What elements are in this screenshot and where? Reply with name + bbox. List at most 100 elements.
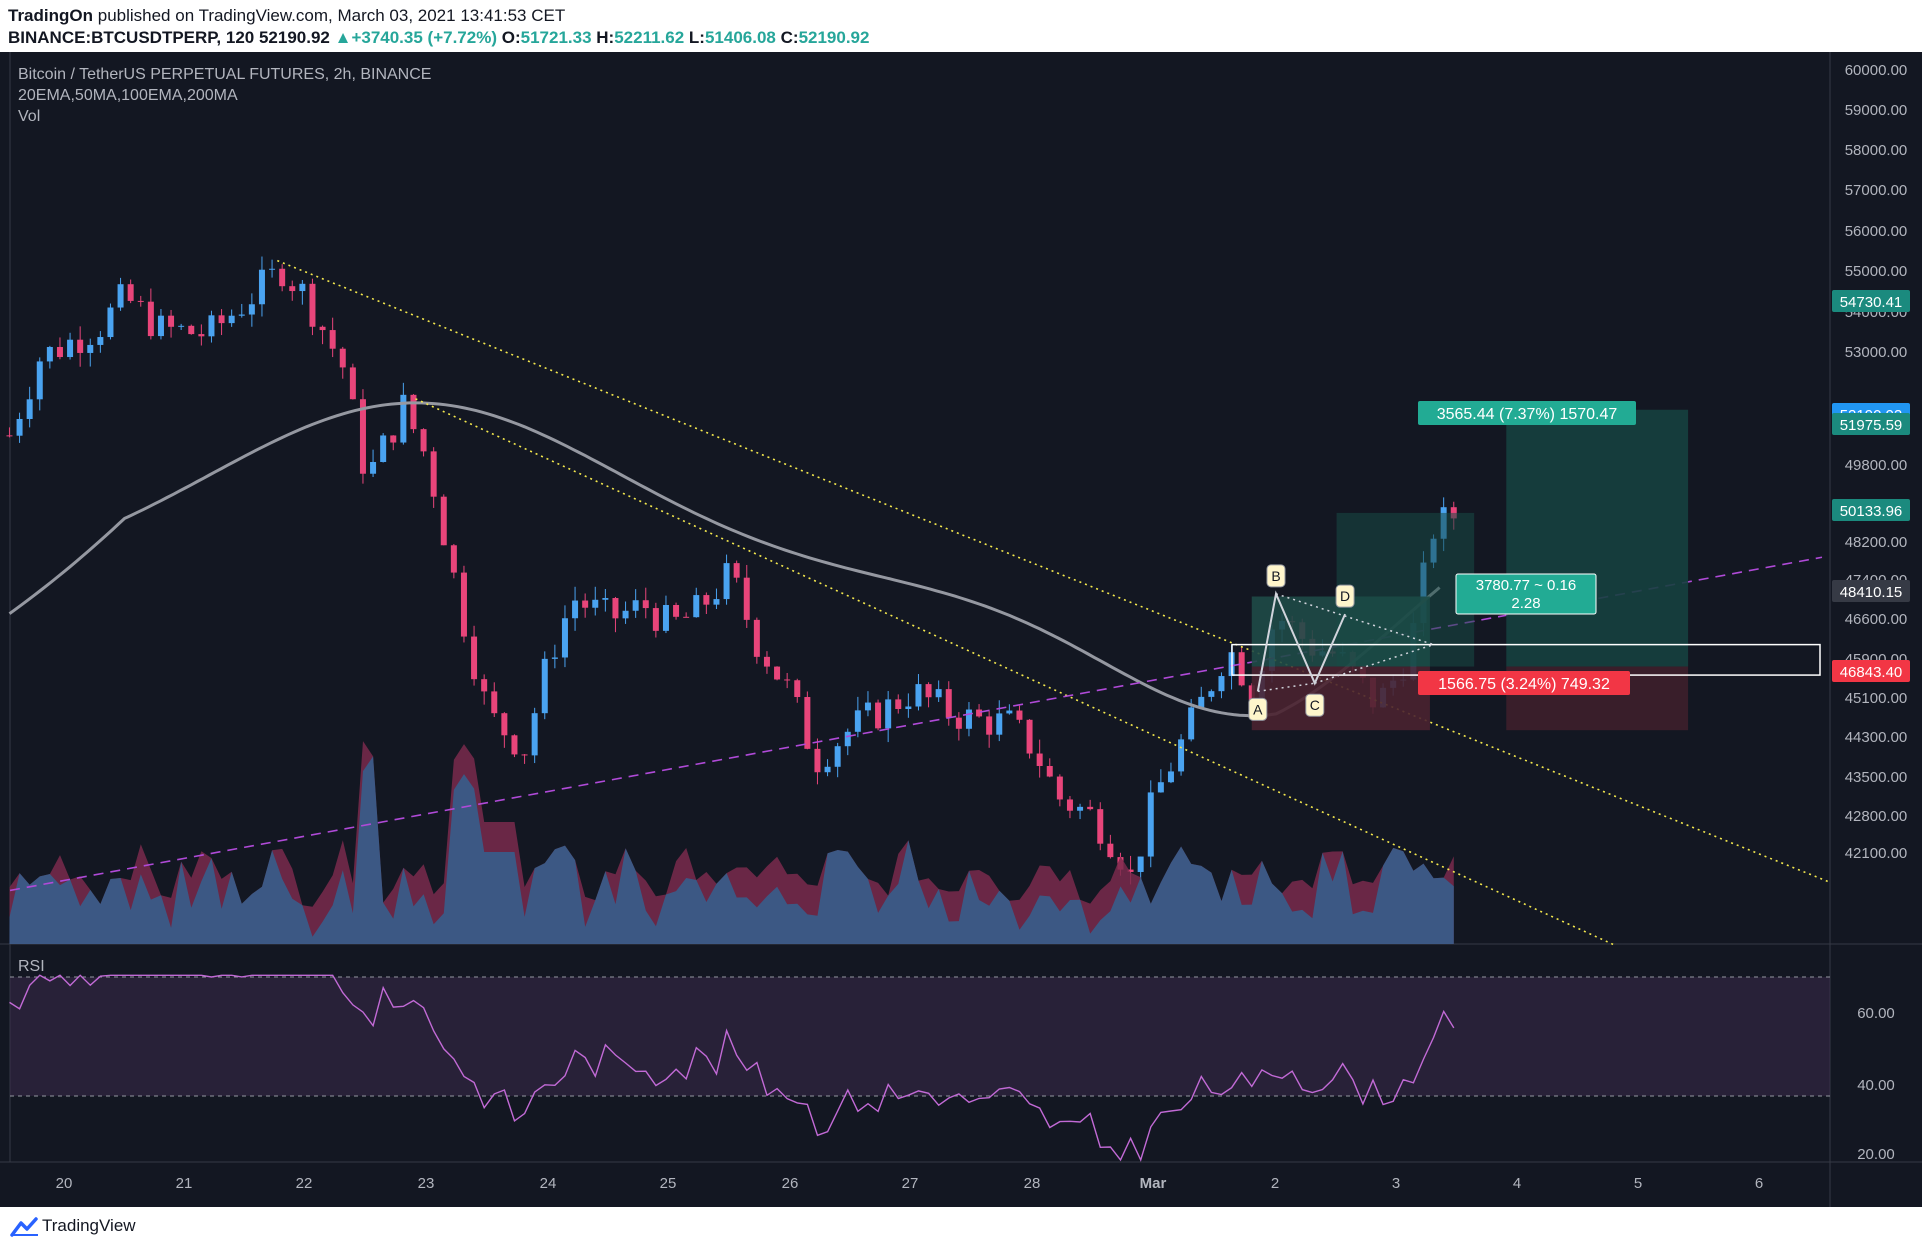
candle-body[interactable] [77,339,84,353]
candle-body[interactable] [299,283,306,292]
candle-body[interactable] [279,268,286,287]
candle-body[interactable] [87,344,94,353]
candle-body[interactable] [501,713,508,736]
candle-body[interactable] [370,462,377,474]
candle-body[interactable] [107,307,114,338]
candle-body[interactable] [622,610,629,619]
candle-body[interactable] [1107,843,1114,858]
candle-body[interactable] [1157,782,1164,793]
candle-body[interactable] [67,339,74,358]
candle-body[interactable] [471,636,478,680]
candle-body[interactable] [582,600,589,608]
candle-body[interactable] [97,337,104,345]
candle-body[interactable] [1066,799,1073,811]
candle-body[interactable] [1036,753,1043,767]
candle-body[interactable] [541,658,548,714]
candle-body[interactable] [774,666,781,680]
candle-body[interactable] [632,600,639,611]
candle-body[interactable] [693,595,700,618]
candle-body[interactable] [885,699,892,729]
candle-body[interactable] [511,735,518,755]
candle-body[interactable] [683,616,690,618]
chart-title[interactable]: Bitcoin / TetherUS PERPETUAL FUTURES, 2h… [18,66,432,83]
candle-body[interactable] [854,710,861,732]
pattern-point-a-bg[interactable] [1248,697,1268,721]
candle-body[interactable] [36,361,43,400]
candle-body[interactable] [753,619,760,657]
candle-body[interactable] [16,418,23,436]
candle-body[interactable] [440,496,447,546]
candle-body[interactable] [430,451,437,497]
candle-body[interactable] [147,301,154,337]
candle-body[interactable] [834,746,841,767]
candle-body[interactable] [1178,739,1185,772]
candle-body[interactable] [218,315,225,324]
candle-body[interactable] [1097,809,1104,844]
candle-body[interactable] [329,330,336,349]
candle-body[interactable] [1208,691,1215,697]
candle-body[interactable] [6,435,13,437]
candle-body[interactable] [824,766,831,773]
rsi-line[interactable] [9,974,1455,1162]
candle-body[interactable] [420,429,427,452]
candle-body[interactable] [56,346,63,358]
trendline-lower[interactable] [415,398,1616,946]
candle-body[interactable] [703,595,710,605]
candle-body[interactable] [612,598,619,619]
candle-body[interactable] [945,689,952,718]
candle-body[interactable] [157,315,164,337]
candle-body[interactable] [1188,707,1195,740]
candle-body[interactable] [592,599,599,608]
candle-body[interactable] [733,563,740,578]
candle-body[interactable] [117,284,124,308]
candle-body[interactable] [784,679,791,681]
pattern-point-d-bg[interactable] [1335,584,1355,608]
candle-body[interactable] [743,577,750,620]
candle-body[interactable] [258,269,265,305]
candle-body[interactable] [955,717,962,729]
candle-body[interactable] [763,656,770,667]
candle-body[interactable] [1450,507,1457,519]
candle-body[interactable] [178,325,185,327]
candle-body[interactable] [450,545,457,573]
candle-body[interactable] [238,314,245,316]
candle-body[interactable] [572,600,579,619]
candle-body[interactable] [531,713,538,756]
candle-body[interactable] [965,709,972,729]
candle-body[interactable] [1087,806,1094,810]
candle-body[interactable] [895,699,902,709]
candle-body[interactable] [1046,766,1053,777]
candle-body[interactable] [1026,719,1033,754]
candle-body[interactable] [723,563,730,600]
candle-body[interactable] [380,435,387,463]
candle-body[interactable] [551,657,558,659]
candle-body[interactable] [491,691,498,714]
candle-body[interactable] [1137,856,1144,872]
candle-body[interactable] [662,605,669,631]
volume-legend[interactable]: Vol [18,108,41,125]
candle-body[interactable] [713,599,720,605]
candle-body[interactable] [1127,869,1134,872]
candle-body[interactable] [996,713,1003,735]
candle-body[interactable] [1147,792,1154,857]
candle-body[interactable] [986,716,993,735]
candle-body[interactable] [1056,776,1063,800]
candle-body[interactable] [935,689,942,698]
candle-body[interactable] [309,283,316,327]
rsi-legend[interactable]: RSI [18,958,45,975]
chart-canvas[interactable]: 3565.44 (7.37%) 1570.47 1566.75 (3.24%) 7… [0,52,1922,1207]
candle-body[interactable] [652,608,659,631]
candle-body[interactable] [642,600,649,609]
pattern-point-b-bg[interactable] [1266,564,1286,588]
candle-body[interactable] [208,315,215,337]
position-stop-zone[interactable] [1251,666,1430,731]
candle-body[interactable] [602,598,609,600]
candle-body[interactable] [127,284,134,301]
candle-body[interactable] [460,572,467,637]
candle-body[interactable] [976,709,983,717]
candle-body[interactable] [390,435,397,443]
candle-body[interactable] [26,399,33,419]
pattern-point-c-bg[interactable] [1305,693,1325,717]
author-name[interactable]: TradingOn [8,6,93,25]
candle-body[interactable] [673,605,680,617]
